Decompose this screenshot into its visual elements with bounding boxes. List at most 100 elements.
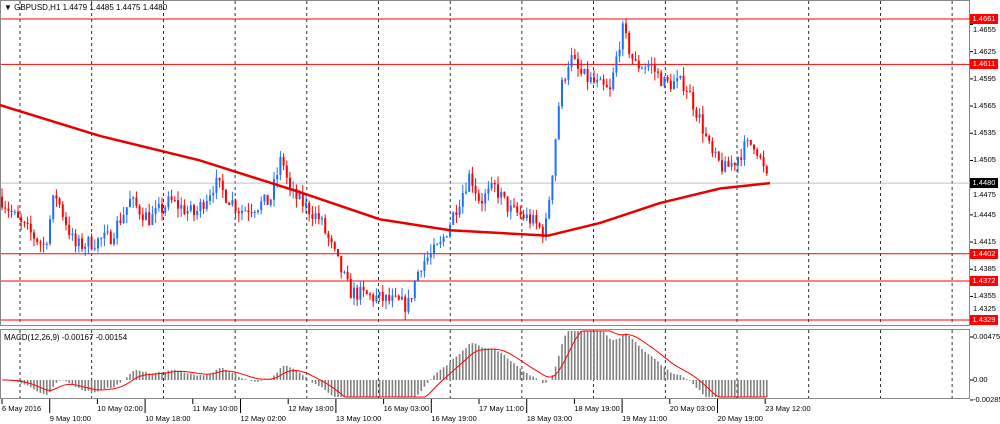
candle-body — [695, 109, 698, 118]
macd-signal-line — [1, 330, 767, 398]
candle-body — [148, 212, 151, 225]
candle-body — [100, 238, 103, 240]
candle-body — [605, 84, 608, 88]
candle-body — [212, 192, 215, 196]
candle-body — [77, 238, 80, 247]
ohlc-label: 1.4479 1.4485 1.4475 1.4480 — [62, 3, 168, 12]
candle-body — [689, 91, 691, 93]
candle-body — [765, 166, 768, 174]
price-tick-label: 1.4655 — [973, 25, 996, 35]
candle-body — [343, 271, 346, 273]
candle-body — [692, 92, 695, 110]
candle-body — [596, 79, 599, 83]
candle-body — [724, 161, 727, 172]
candle-body — [538, 223, 541, 227]
candle-body — [305, 202, 307, 207]
candle-body — [525, 214, 528, 219]
candle-body — [503, 191, 506, 197]
candle-body — [653, 65, 656, 72]
candle-body — [468, 173, 471, 192]
level-price-label: 1.4372 — [970, 276, 998, 286]
candle-body — [250, 212, 253, 214]
candle-body — [461, 193, 464, 207]
candle-body — [93, 248, 96, 250]
candle-body — [593, 77, 595, 83]
candle-body — [151, 214, 154, 225]
candle-body — [647, 65, 650, 68]
candle-body — [45, 243, 48, 245]
candle-body — [497, 184, 499, 198]
candle-body — [33, 232, 35, 239]
price-chart-pane[interactable] — [0, 0, 970, 326]
candle-body — [173, 200, 176, 202]
candle-body — [365, 290, 368, 295]
candle-body — [205, 200, 208, 209]
candle-body — [164, 207, 167, 213]
candle-body — [234, 200, 237, 212]
candle-body — [733, 162, 736, 166]
candle-body — [36, 238, 39, 243]
candle-body — [337, 248, 339, 257]
candle-body — [727, 161, 730, 167]
candle-body — [237, 211, 240, 214]
candle-body — [436, 244, 439, 246]
candle-body — [513, 205, 515, 207]
candle-body — [273, 179, 275, 200]
candle-body — [717, 151, 720, 161]
candle-body — [26, 222, 29, 224]
candle-body — [106, 231, 109, 233]
candle-body — [42, 243, 45, 245]
candle-body — [465, 191, 467, 194]
candle-body — [730, 162, 733, 167]
candle-body — [84, 246, 87, 249]
candle-body — [61, 204, 64, 217]
price-tick-label: 1.4385 — [973, 264, 996, 274]
candle-body — [417, 271, 419, 282]
candle-body — [618, 49, 621, 57]
time-axis-label: 19 May 11:00 — [622, 414, 667, 423]
candle-body — [660, 72, 663, 87]
candle-body — [209, 195, 211, 201]
candle-body — [116, 220, 119, 239]
candle-body — [458, 206, 461, 216]
time-axis-label: 18 May 03:00 — [526, 414, 573, 423]
time-axis-label: 20 May 03:00 — [669, 404, 716, 413]
candle-body — [666, 77, 669, 81]
macd-axis-label: 0.00475 — [973, 331, 1000, 341]
candle-body — [490, 183, 493, 189]
dropdown-triangle-icon[interactable]: ▼ — [4, 3, 12, 12]
candle-body — [170, 196, 173, 201]
candle-body — [269, 199, 272, 205]
candle-body — [570, 54, 573, 67]
candle-body — [442, 237, 445, 242]
candle-body — [97, 238, 99, 249]
candle-body — [740, 157, 743, 160]
candle-body — [756, 149, 759, 156]
macd-pane[interactable] — [0, 329, 970, 399]
candle-body — [346, 271, 349, 279]
candle-body — [177, 200, 179, 209]
candle-body — [439, 241, 442, 245]
time-axis-label: 13 May 10:00 — [335, 414, 382, 423]
candle-body — [410, 298, 413, 300]
candle-body — [52, 195, 55, 220]
candle-body — [551, 175, 554, 201]
candle-body — [625, 23, 627, 33]
candle-body — [545, 218, 547, 238]
candle-body — [103, 232, 106, 239]
candle-body — [13, 211, 16, 213]
time-axis-label: 10 May 02:00 — [97, 404, 143, 413]
candle-body — [577, 58, 579, 69]
candle-body — [481, 200, 483, 204]
candle-body — [609, 87, 611, 90]
candle-body — [314, 213, 317, 219]
candle-body — [109, 231, 112, 245]
candle-body — [535, 215, 538, 224]
candle-body — [455, 212, 458, 216]
candle-body — [509, 205, 512, 212]
price-tick-label: 1.4505 — [973, 155, 996, 165]
candle-body — [202, 202, 205, 209]
candle-body — [327, 233, 330, 239]
candle-body — [317, 213, 320, 220]
